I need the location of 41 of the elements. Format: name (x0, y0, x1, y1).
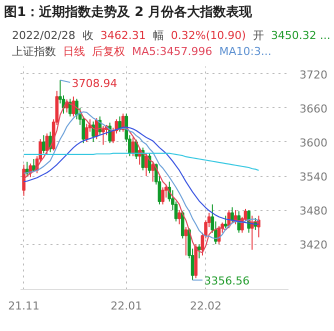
text: 3462.31 (100, 29, 146, 42)
text: MA5:3457.996 (132, 45, 212, 58)
chart-title: 图1：近期指数走势及 2 月份各大指数表现 (4, 4, 252, 22)
text: 上证指数 (12, 45, 56, 58)
annotation: 3356.56 (204, 274, 250, 288)
candlestick (178, 210, 181, 225)
text: 开 (252, 29, 264, 42)
candlestick (144, 152, 148, 177)
candlestick (32, 158, 36, 172)
candlestick (184, 226, 188, 256)
y-tick-label: 3660 (300, 102, 328, 116)
y-tick-label: 3420 (300, 238, 328, 252)
text: 0.32%(10.90) (170, 29, 246, 42)
candlestick (85, 123, 88, 142)
text: 3450.32 ... (270, 29, 330, 42)
text: 收 (82, 29, 94, 42)
y-tick-label: 3480 (300, 204, 328, 218)
candlestick (161, 186, 164, 205)
candlestick (198, 244, 201, 259)
text: 日线 (63, 45, 85, 58)
candlestick (224, 215, 228, 229)
x-tick-label: 21.11 (8, 300, 40, 312)
y-tick-label: 3720 (300, 68, 328, 82)
y-tick-label: 3540 (300, 170, 328, 184)
text: 幅 (152, 29, 164, 42)
text: 2022/02/28 (12, 29, 76, 42)
candlestick (42, 134, 46, 154)
candlestick (180, 210, 184, 239)
candlestick (22, 164, 26, 196)
candlestick (151, 161, 155, 182)
candlestick (134, 139, 138, 160)
candlestick (68, 98, 72, 117)
candlestick (92, 121, 95, 142)
annotation: 3708.94 (72, 76, 118, 90)
candlestick (102, 126, 105, 146)
candlestick (230, 206, 234, 224)
text: 后复权 (92, 45, 125, 58)
y-tick-label: 3600 (300, 136, 328, 150)
text: MA10:3... (219, 45, 272, 58)
x-tick-label: 22.02 (190, 300, 222, 312)
x-tick-label: 22.01 (110, 300, 142, 312)
